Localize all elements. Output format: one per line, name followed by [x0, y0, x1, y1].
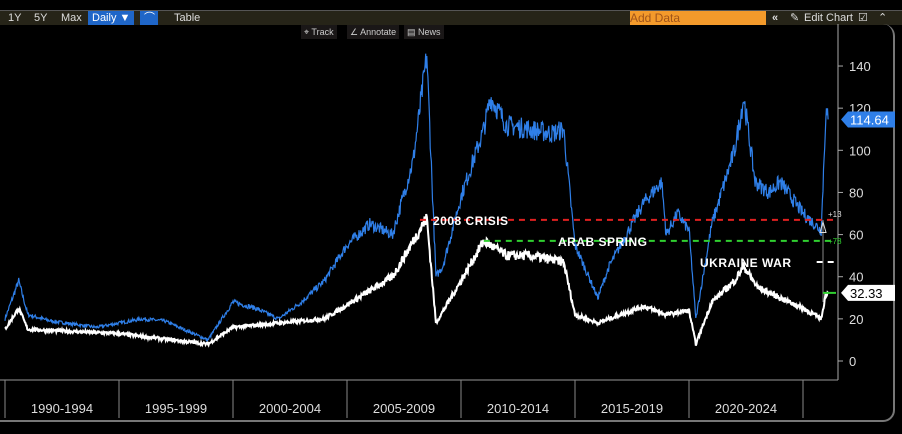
chart-frame: [0, 24, 895, 422]
badge-bg: [841, 111, 895, 128]
range-5y[interactable]: 5Y: [34, 12, 48, 24]
x-tick-label: 1995-1999: [145, 401, 207, 416]
line-icon: ∠: [350, 27, 361, 37]
y-tick-label: 100: [849, 143, 871, 158]
track-button[interactable]: ⌖ Track: [301, 25, 337, 39]
x-tick-label: 2000-2004: [259, 401, 321, 416]
last-value-badge-1: 32.33: [841, 284, 895, 301]
x-tick-label: 2015-2019: [601, 401, 663, 416]
y-tick-label: 80: [849, 185, 863, 200]
edit-chart-button[interactable]: Edit Chart: [804, 12, 853, 24]
annotation-label: UKRAINE WAR: [700, 256, 792, 270]
annotation-label: ARAB SPRING: [558, 235, 648, 249]
frequency-dropdown[interactable]: Daily ▼: [88, 11, 135, 25]
news-label: News: [418, 27, 441, 37]
track-label: Track: [311, 27, 334, 37]
change-label: +13: [828, 210, 842, 219]
annotate-label: Annotate: [360, 27, 397, 37]
last-value-label: 32.33: [850, 286, 883, 301]
annotate-button[interactable]: ∠ Annotate: [347, 25, 400, 39]
news-icon: ▤: [407, 27, 419, 37]
series-line-1: [4, 213, 829, 348]
y-tick-label: 60: [849, 228, 863, 243]
y-tick-label: 140: [849, 59, 871, 74]
toolbar: 1Y 5Y Max Daily ▼ ⌒ Table Add Data « ✎ E…: [0, 10, 902, 25]
range-max[interactable]: Max: [61, 12, 82, 24]
triangle-icon: [819, 220, 827, 233]
last-value-label: 114.64: [850, 112, 889, 127]
x-tick-label: 2005-2009: [373, 401, 435, 416]
crosshair-icon: ⌖: [304, 27, 312, 37]
range-1y[interactable]: 1Y: [8, 12, 22, 24]
close-icon[interactable]: ⌃: [878, 12, 888, 24]
last-value-badge-0: 114.64: [841, 111, 895, 128]
pencil-icon: ✎: [790, 12, 800, 24]
add-data-input[interactable]: Add Data: [630, 11, 766, 25]
collapse-button[interactable]: «: [772, 12, 779, 24]
badge-bg: [841, 284, 895, 301]
series-line-0: [4, 53, 829, 343]
y-tick-label: 40: [849, 270, 863, 285]
annotation-label: 2008 CRISIS: [433, 214, 509, 228]
line-chart-icon[interactable]: ⌒: [140, 11, 158, 25]
change-label: +78: [828, 237, 842, 246]
y-tick-label: 20: [849, 312, 863, 327]
x-tick-label: 2010-2014: [487, 401, 549, 416]
x-tick-label: 2020-2024: [715, 401, 777, 416]
edit-icon[interactable]: ☑: [858, 12, 868, 24]
table-button[interactable]: Table: [174, 12, 201, 24]
news-button[interactable]: ▤ News: [404, 25, 444, 39]
y-tick-label: 0: [849, 354, 856, 369]
x-tick-label: 1990-1994: [31, 401, 93, 416]
